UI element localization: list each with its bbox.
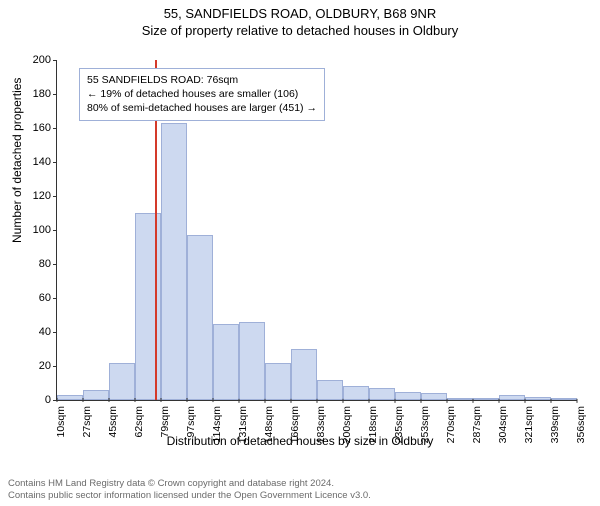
histogram-bar bbox=[317, 380, 343, 400]
histogram-bar bbox=[473, 398, 499, 400]
y-tick: 60 bbox=[39, 292, 51, 304]
histogram-bar bbox=[83, 390, 109, 400]
histogram-bar bbox=[187, 235, 213, 400]
y-tick: 120 bbox=[33, 190, 51, 202]
y-axis-label: Number of detached properties bbox=[10, 78, 24, 243]
x-tick: 27sqm bbox=[81, 406, 93, 438]
footer-line-2: Contains public sector information licen… bbox=[8, 490, 371, 502]
annotation-box: 55 SANDFIELDS ROAD: 76sqm ← 19% of detac… bbox=[79, 68, 325, 121]
histogram-bar bbox=[369, 388, 395, 400]
annotation-line-2: ← 19% of detached houses are smaller (10… bbox=[87, 87, 317, 101]
y-tick: 180 bbox=[33, 88, 51, 100]
histogram-bar bbox=[395, 392, 421, 401]
y-tick: 40 bbox=[39, 326, 51, 338]
plot-area: 55 SANDFIELDS ROAD: 76sqm ← 19% of detac… bbox=[56, 60, 577, 401]
histogram-bar bbox=[57, 395, 83, 400]
histogram-bar bbox=[135, 213, 161, 400]
footer-attribution: Contains HM Land Registry data © Crown c… bbox=[8, 478, 371, 502]
histogram-bar bbox=[265, 363, 291, 400]
footer-line-1: Contains HM Land Registry data © Crown c… bbox=[8, 478, 371, 490]
histogram-bar bbox=[239, 322, 265, 400]
histogram-bar bbox=[109, 363, 135, 400]
y-tick: 20 bbox=[39, 360, 51, 372]
x-axis-label: Distribution of detached houses by size … bbox=[0, 434, 600, 448]
histogram-bar bbox=[551, 398, 577, 400]
y-tick: 100 bbox=[33, 224, 51, 236]
y-tick: 160 bbox=[33, 122, 51, 134]
y-tick: 200 bbox=[33, 54, 51, 66]
y-tick: 140 bbox=[33, 156, 51, 168]
y-tick: 0 bbox=[45, 394, 51, 406]
histogram-bar bbox=[343, 386, 369, 400]
histogram-bar bbox=[421, 393, 447, 400]
x-tick: 79sqm bbox=[159, 406, 171, 438]
annotation-line-3: 80% of semi-detached houses are larger (… bbox=[87, 101, 317, 115]
histogram-bar bbox=[499, 395, 525, 400]
page-subtitle: Size of property relative to detached ho… bbox=[0, 23, 600, 38]
chart-container: Number of detached properties 55 SANDFIE… bbox=[0, 50, 600, 450]
page-title: 55, SANDFIELDS ROAD, OLDBURY, B68 9NR bbox=[0, 6, 600, 21]
x-tick: 62sqm bbox=[133, 406, 145, 438]
x-tick: 10sqm bbox=[55, 406, 67, 438]
x-tick: 97sqm bbox=[185, 406, 197, 438]
histogram-bar bbox=[291, 349, 317, 400]
y-tick: 80 bbox=[39, 258, 51, 270]
histogram-bar bbox=[161, 123, 187, 400]
annotation-line-1: 55 SANDFIELDS ROAD: 76sqm bbox=[87, 73, 317, 87]
histogram-bar bbox=[447, 398, 473, 400]
x-tick: 45sqm bbox=[107, 406, 119, 438]
histogram-bar bbox=[525, 397, 551, 400]
histogram-bar bbox=[213, 324, 239, 401]
